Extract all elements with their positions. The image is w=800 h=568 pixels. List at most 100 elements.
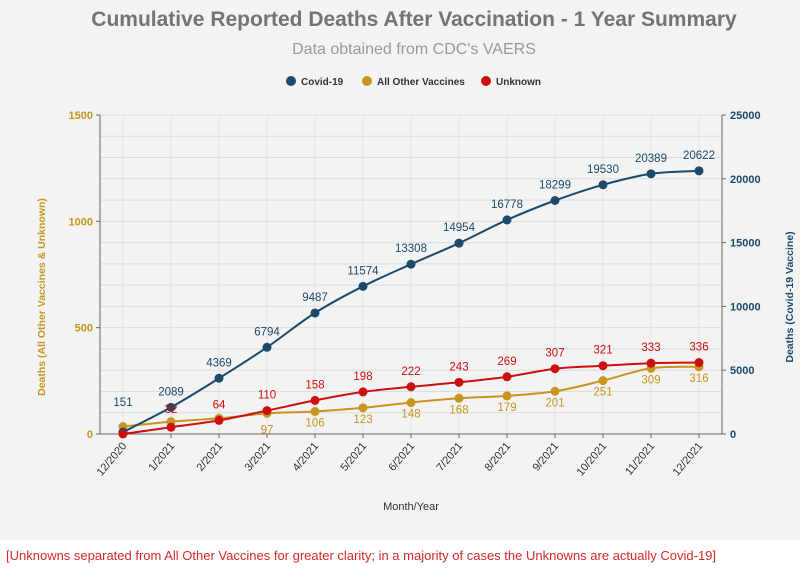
data-point-covid-19 (262, 342, 272, 352)
data-point-unknown (646, 358, 656, 368)
series-lines (118, 166, 704, 439)
data-label-all-other-vaccines: 316 (689, 373, 708, 385)
data-label-covid-19: 151 (113, 397, 132, 409)
data-point-all-other-vaccines (454, 393, 464, 403)
y-left-tick-label: 1000 (69, 216, 93, 228)
x-tick-label: 12/2021 (671, 440, 706, 478)
data-point-unknown (118, 429, 128, 439)
data-point-unknown (550, 364, 560, 374)
data-point-covid-19 (454, 238, 464, 248)
chart-panel: 0 500 1000 1500 0 5000 10000 15000 20000 25000 12/… (0, 0, 800, 540)
y-left-tick-label: 0 (87, 429, 93, 441)
x-tick-label: 9/2021 (530, 440, 561, 473)
x-tick-label: 10/2021 (575, 440, 610, 478)
data-point-unknown (166, 422, 176, 432)
y-right-tick-label: 5000 (730, 365, 754, 377)
data-point-unknown (358, 387, 368, 397)
x-tick-label: 2/2021 (194, 440, 225, 473)
data-point-covid-19 (598, 180, 608, 190)
x-tick-label: 7/2021 (434, 440, 465, 473)
footnote: [Unknowns separated from All Other Vacci… (6, 548, 717, 563)
y-left-tick-label: 500 (75, 323, 93, 335)
x-tick-label: 4/2021 (290, 440, 321, 473)
data-label-all-other-vaccines: 97 (261, 424, 274, 436)
data-point-covid-19 (166, 402, 176, 412)
data-point-unknown (214, 415, 224, 425)
data-point-unknown (262, 406, 272, 416)
y-right-tick-label: 0 (730, 429, 736, 441)
data-point-covid-19 (550, 196, 560, 206)
data-point-unknown (502, 372, 512, 382)
data-label-all-other-vaccines: 168 (449, 404, 468, 416)
grid (100, 114, 722, 435)
data-label-covid-19: 2089 (158, 386, 184, 398)
data-point-covid-19 (502, 215, 512, 225)
x-tick-label: 3/2021 (242, 440, 273, 473)
data-label-unknown: 32 (165, 404, 178, 416)
data-label-covid-19: 16778 (491, 199, 523, 211)
data-label-all-other-vaccines: 251 (593, 387, 612, 399)
x-tick-label: 11/2021 (623, 440, 657, 478)
y-axis-left-title: Deaths (All Other Vaccines & Unknown) (36, 198, 48, 396)
y-right-tick-label: 10000 (730, 301, 761, 313)
data-point-all-other-vaccines (310, 406, 320, 416)
data-point-unknown (454, 377, 464, 387)
legend-marker-unknown (481, 76, 491, 86)
data-label-unknown: 64 (213, 399, 226, 411)
chart-title: Cumulative Reported Deaths After Vaccina… (91, 8, 737, 31)
data-label-all-other-vaccines: 179 (497, 402, 516, 414)
y-axis-right-title: Deaths (Covid-19 Vaccine) (784, 231, 796, 362)
data-point-all-other-vaccines (550, 386, 560, 396)
data-label-covid-19: 9487 (302, 292, 328, 304)
data-label-covid-19: 20622 (683, 150, 715, 162)
data-point-all-other-vaccines (406, 398, 416, 408)
data-label-covid-19: 14954 (443, 222, 476, 234)
data-label-all-other-vaccines: 123 (353, 414, 372, 426)
data-label-unknown: 269 (497, 356, 516, 368)
data-label-unknown: 307 (545, 348, 564, 360)
x-tick-label: 6/2021 (386, 440, 417, 473)
data-point-covid-19 (358, 281, 368, 291)
legend-marker-all-other-vaccines (362, 76, 372, 86)
y-left-tick-label: 1500 (69, 110, 93, 122)
legend-label-all-other-vaccines: All Other Vaccines (377, 77, 465, 88)
line-chart: 050010001500050001000015000200002500012/… (36, 8, 796, 513)
data-point-all-other-vaccines (502, 391, 512, 401)
x-axis-title: Month/Year (383, 501, 439, 513)
data-point-covid-19 (646, 169, 656, 179)
legend-marker-covid-19 (286, 76, 296, 86)
legend: Covid-19 All Other Vaccines Unknown (286, 76, 541, 88)
data-point-unknown (694, 358, 704, 368)
chart-subtitle: Data obtained from CDC's VAERS (292, 41, 536, 58)
data-point-covid-19 (214, 373, 224, 383)
data-point-unknown (310, 395, 320, 405)
data-label-unknown: 336 (689, 342, 708, 354)
data-point-covid-19 (694, 166, 704, 176)
data-label-unknown: 222 (401, 366, 420, 378)
data-label-all-other-vaccines: 106 (305, 417, 324, 429)
legend-label-covid-19: Covid-19 (301, 77, 344, 88)
data-label-covid-19: 6794 (254, 326, 280, 338)
data-point-unknown (406, 382, 416, 392)
x-tick-label: 12/2020 (95, 440, 130, 478)
y-right-tick-label: 15000 (730, 238, 761, 250)
data-label-unknown: 110 (258, 390, 276, 402)
data-label-unknown: 321 (593, 345, 612, 357)
data-point-covid-19 (406, 259, 416, 269)
data-label-all-other-vaccines: 309 (641, 374, 660, 386)
data-label-covid-19: 19530 (587, 164, 619, 176)
data-label-covid-19: 13308 (395, 243, 427, 255)
data-label-all-other-vaccines: 148 (401, 409, 420, 421)
data-point-all-other-vaccines (598, 376, 608, 386)
y-right-tick-label: 20000 (730, 174, 761, 186)
data-point-unknown (598, 361, 608, 371)
data-point-all-other-vaccines (358, 403, 368, 413)
data-label-covid-19: 18299 (539, 180, 571, 192)
data-label-covid-19: 20389 (635, 153, 667, 165)
legend-label-unknown: Unknown (496, 77, 541, 88)
data-label-unknown: 158 (305, 379, 324, 391)
data-label-unknown: 198 (353, 371, 372, 383)
data-label-all-other-vaccines: 201 (545, 397, 564, 409)
data-point-covid-19 (310, 308, 320, 318)
data-label-covid-19: 11574 (347, 265, 379, 277)
